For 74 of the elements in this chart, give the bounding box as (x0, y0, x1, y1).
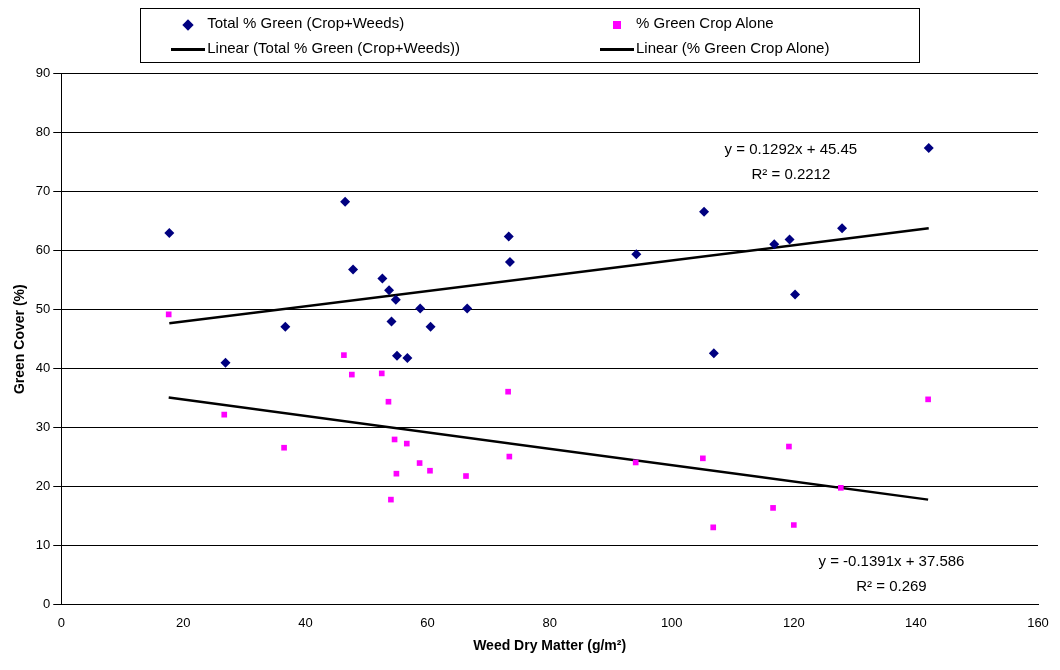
y-tick-label: 80 (35, 124, 51, 140)
annotation: y = 0.1292x + 45.45 (724, 139, 858, 157)
point (790, 522, 797, 528)
x-axis-title: Weed Dry Matter (g/m²) (473, 637, 627, 654)
point (415, 303, 426, 314)
y-tick-label: 30 (35, 419, 51, 435)
y-tick-label: 90 (35, 65, 51, 81)
point (416, 460, 423, 466)
point (220, 357, 231, 368)
point (280, 321, 291, 332)
point (462, 303, 473, 314)
point (790, 289, 801, 300)
point (786, 443, 792, 450)
point (837, 223, 848, 234)
x-tick-label: 160 (1027, 615, 1049, 631)
y-tick-label: 40 (35, 360, 51, 376)
point (165, 311, 172, 318)
point (402, 353, 413, 364)
point (505, 388, 511, 395)
point (631, 249, 642, 260)
x-tick-label: 40 (298, 615, 313, 631)
y-tick-label: 10 (35, 537, 51, 553)
point (377, 273, 388, 284)
point (925, 396, 931, 403)
point (632, 459, 639, 466)
x-tick-label: 60 (420, 615, 435, 631)
point (390, 294, 401, 305)
point (392, 350, 403, 361)
legend-label: % Green Crop Alone (636, 14, 774, 31)
y-tick-label: 60 (35, 242, 51, 258)
point (384, 285, 395, 296)
point (700, 455, 706, 462)
point (837, 485, 844, 491)
point (770, 505, 776, 511)
point (923, 143, 934, 154)
point (425, 321, 436, 332)
point (463, 473, 469, 479)
x-tick-label: 0 (57, 615, 65, 631)
point (769, 239, 780, 250)
legend-label: Total % Green (Crop+Weeds) (207, 14, 405, 31)
point (403, 440, 410, 447)
point (504, 256, 515, 267)
point (386, 316, 397, 327)
x-tick-label: 140 (905, 615, 927, 631)
annotation: R² = 0.269 (856, 576, 927, 594)
x-tick-label: 80 (542, 615, 557, 631)
point (349, 371, 355, 378)
point (503, 231, 514, 242)
x-tick-label: 20 (176, 615, 191, 631)
y-tick-label: 0 (43, 596, 51, 612)
point (281, 444, 287, 451)
legend-label: Linear (Total % Green (Crop+Weeds)) (207, 39, 460, 57)
point (385, 398, 392, 405)
x-tick-label: 120 (782, 615, 805, 631)
point (340, 196, 351, 207)
point (164, 228, 175, 239)
y-tick-label: 20 (35, 478, 51, 494)
point (388, 496, 394, 503)
point (378, 370, 385, 377)
annotation: R² = 0.2212 (751, 164, 831, 182)
point (708, 348, 719, 359)
legend-label: Linear (% Green Crop Alone) (636, 39, 830, 57)
point (427, 467, 433, 474)
point (784, 234, 795, 245)
point (221, 411, 228, 418)
y-tick-label: 50 (35, 301, 51, 317)
x-tick-label: 100 (660, 615, 683, 631)
y-axis-title: Green Cover (%) (11, 284, 28, 395)
y-tick-label: 70 (35, 183, 51, 199)
point (348, 264, 359, 275)
point (699, 206, 710, 217)
point (341, 352, 347, 358)
point (710, 524, 717, 531)
annotation: y = -0.1391x + 37.586 (818, 551, 965, 569)
